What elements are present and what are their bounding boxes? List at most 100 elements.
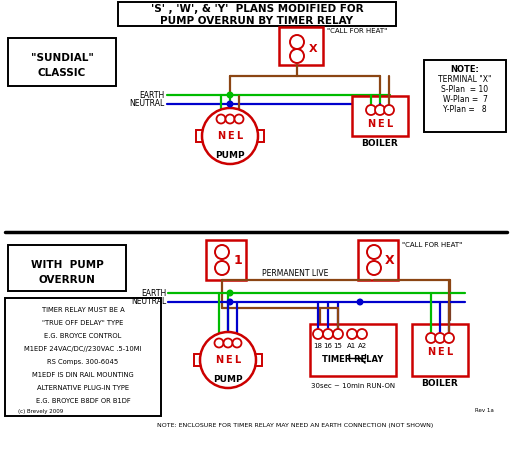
Text: 16: 16 <box>324 343 332 349</box>
Circle shape <box>347 329 357 339</box>
Circle shape <box>375 105 385 115</box>
Text: L: L <box>386 119 392 129</box>
FancyBboxPatch shape <box>412 324 468 376</box>
Text: PUMP: PUMP <box>213 376 243 385</box>
Circle shape <box>215 245 229 259</box>
FancyBboxPatch shape <box>254 354 262 366</box>
Text: 'S' , 'W', & 'Y'  PLANS MODIFIED FOR: 'S' , 'W', & 'Y' PLANS MODIFIED FOR <box>151 4 364 14</box>
Text: L: L <box>234 355 240 365</box>
Text: A2: A2 <box>357 343 367 349</box>
FancyBboxPatch shape <box>8 245 126 291</box>
Text: X: X <box>385 254 395 267</box>
Text: NEUTRAL: NEUTRAL <box>130 99 165 109</box>
Text: E.G. BROYCE CONTROL: E.G. BROYCE CONTROL <box>45 333 122 339</box>
Circle shape <box>215 261 229 275</box>
Circle shape <box>215 338 224 347</box>
Text: L: L <box>236 131 242 141</box>
Circle shape <box>323 329 333 339</box>
Text: E: E <box>377 119 383 129</box>
FancyBboxPatch shape <box>196 130 204 142</box>
Text: N: N <box>367 119 375 129</box>
Text: RS Comps. 300-6045: RS Comps. 300-6045 <box>48 359 119 365</box>
FancyBboxPatch shape <box>206 240 246 280</box>
FancyBboxPatch shape <box>352 96 408 136</box>
Text: L: L <box>446 347 452 357</box>
Circle shape <box>224 338 232 347</box>
Circle shape <box>384 105 394 115</box>
Text: EARTH: EARTH <box>140 90 165 99</box>
Circle shape <box>225 115 234 123</box>
FancyBboxPatch shape <box>118 2 396 26</box>
Text: 1: 1 <box>233 254 242 267</box>
Circle shape <box>227 101 233 107</box>
FancyBboxPatch shape <box>310 324 396 376</box>
Circle shape <box>367 261 381 275</box>
FancyBboxPatch shape <box>424 60 506 132</box>
Text: M1EDF IS DIN RAIL MOUNTING: M1EDF IS DIN RAIL MOUNTING <box>32 372 134 378</box>
Circle shape <box>234 115 244 123</box>
Text: BOILER: BOILER <box>421 379 458 388</box>
Text: ALTERNATIVE PLUG-IN TYPE: ALTERNATIVE PLUG-IN TYPE <box>37 385 129 391</box>
Text: "TRUE OFF DELAY" TYPE: "TRUE OFF DELAY" TYPE <box>42 320 124 326</box>
Text: WITH  PUMP: WITH PUMP <box>31 260 103 270</box>
Text: NEUTRAL: NEUTRAL <box>131 298 166 307</box>
FancyBboxPatch shape <box>8 38 116 86</box>
Text: NOTE: ENCLOSURE FOR TIMER RELAY MAY NEED AN EARTH CONNECTION (NOT SHOWN): NOTE: ENCLOSURE FOR TIMER RELAY MAY NEED… <box>157 424 433 428</box>
Circle shape <box>357 329 367 339</box>
Circle shape <box>290 35 304 49</box>
Text: E: E <box>227 131 233 141</box>
Text: 18: 18 <box>313 343 323 349</box>
Circle shape <box>357 299 363 305</box>
Text: OVERRUN: OVERRUN <box>38 275 95 285</box>
Text: Y-Plan =   8: Y-Plan = 8 <box>443 106 487 115</box>
Circle shape <box>426 333 436 343</box>
Text: TERMINAL "X": TERMINAL "X" <box>438 76 492 85</box>
Text: N: N <box>217 131 225 141</box>
FancyBboxPatch shape <box>358 240 398 280</box>
Text: TIMER RELAY: TIMER RELAY <box>323 356 383 365</box>
Text: NOTE:: NOTE: <box>451 66 479 75</box>
Text: E: E <box>225 355 231 365</box>
Text: "CALL FOR HEAT": "CALL FOR HEAT" <box>327 28 387 34</box>
Text: W-Plan =  7: W-Plan = 7 <box>442 96 487 105</box>
Text: A1: A1 <box>347 343 357 349</box>
FancyBboxPatch shape <box>5 298 161 416</box>
Circle shape <box>333 329 343 339</box>
Text: (c) Brevely 2009: (c) Brevely 2009 <box>18 408 63 414</box>
Text: M1EDF 24VAC/DC//230VAC .5-10MI: M1EDF 24VAC/DC//230VAC .5-10MI <box>24 346 142 352</box>
Text: S-Plan  = 10: S-Plan = 10 <box>441 86 488 95</box>
Circle shape <box>232 338 242 347</box>
Text: TIMER RELAY MUST BE A: TIMER RELAY MUST BE A <box>41 307 124 313</box>
Circle shape <box>366 105 376 115</box>
Text: PERMANENT LIVE: PERMANENT LIVE <box>262 269 328 278</box>
Text: X: X <box>309 44 317 54</box>
Circle shape <box>435 333 445 343</box>
Text: EARTH: EARTH <box>141 288 166 298</box>
Circle shape <box>444 333 454 343</box>
Text: E: E <box>437 347 443 357</box>
Circle shape <box>313 329 323 339</box>
FancyBboxPatch shape <box>279 27 323 65</box>
Text: PUMP: PUMP <box>215 151 245 160</box>
Text: PUMP OVERRUN BY TIMER RELAY: PUMP OVERRUN BY TIMER RELAY <box>160 16 353 26</box>
Text: N: N <box>427 347 435 357</box>
FancyBboxPatch shape <box>256 130 264 142</box>
Text: BOILER: BOILER <box>361 139 398 149</box>
Circle shape <box>227 299 233 305</box>
Text: "CALL FOR HEAT": "CALL FOR HEAT" <box>402 242 462 248</box>
FancyBboxPatch shape <box>194 354 202 366</box>
Text: 15: 15 <box>333 343 343 349</box>
Text: N: N <box>215 355 223 365</box>
Circle shape <box>227 290 233 296</box>
Text: "SUNDIAL": "SUNDIAL" <box>31 53 93 63</box>
Circle shape <box>202 108 258 164</box>
Text: CLASSIC: CLASSIC <box>38 68 86 78</box>
Circle shape <box>290 49 304 63</box>
Circle shape <box>227 92 233 98</box>
Circle shape <box>217 115 225 123</box>
Text: 30sec ~ 10min RUN-ON: 30sec ~ 10min RUN-ON <box>311 383 395 389</box>
Text: Rev 1a: Rev 1a <box>475 408 494 414</box>
Circle shape <box>367 245 381 259</box>
Circle shape <box>200 332 256 388</box>
Text: E.G. BROYCE B8DF OR B1DF: E.G. BROYCE B8DF OR B1DF <box>36 398 131 404</box>
